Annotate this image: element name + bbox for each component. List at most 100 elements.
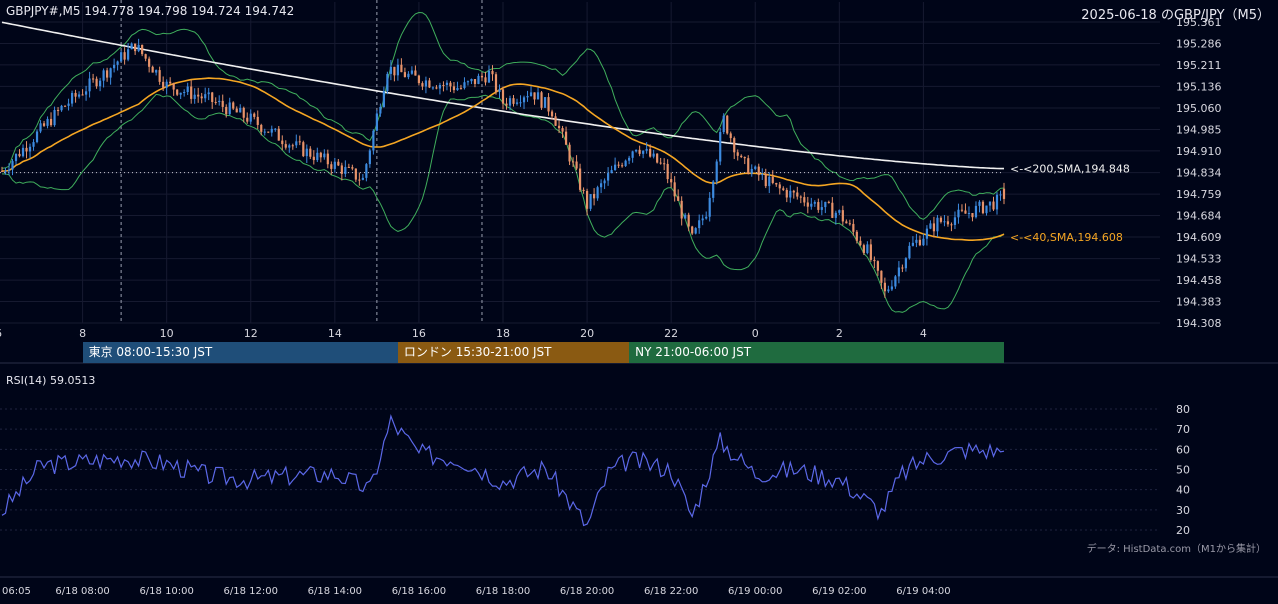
candle: [803, 192, 806, 207]
candle: [379, 103, 382, 117]
candle-body: [529, 92, 533, 97]
candle-body: [484, 77, 487, 83]
candle: [42, 120, 46, 127]
candle: [333, 157, 336, 173]
candle-body: [782, 188, 785, 190]
candle: [684, 212, 687, 219]
candle-body: [813, 202, 816, 204]
candle: [305, 144, 308, 164]
price-tick-label: 194.609: [1176, 231, 1222, 244]
session-block: NY 21:00-06:00 JST: [629, 342, 1004, 363]
candle: [4, 167, 7, 175]
candle: [666, 159, 669, 184]
candle-body: [81, 94, 84, 96]
candle: [771, 170, 774, 185]
candle: [424, 76, 428, 94]
hour-tick-label: 20: [580, 327, 594, 340]
candle-body: [673, 182, 676, 197]
candle-body: [274, 128, 277, 130]
candle-body: [305, 148, 308, 157]
candle: [607, 167, 610, 186]
sma200-label: <-<200,SMA,194.848: [1010, 163, 1130, 176]
candle-body: [796, 192, 799, 197]
candle: [887, 285, 890, 293]
candle: [582, 187, 585, 194]
candle-body: [999, 194, 1002, 196]
candle-body: [859, 240, 862, 246]
candle: [733, 136, 736, 160]
candle: [670, 172, 673, 188]
candle: [120, 50, 123, 62]
candle-body: [151, 66, 154, 73]
candle-body: [256, 116, 259, 125]
candle-body: [123, 52, 126, 60]
candle: [894, 274, 897, 289]
candle: [358, 172, 361, 186]
candle: [176, 89, 179, 97]
candle-body: [775, 182, 778, 185]
candle-body: [193, 94, 196, 99]
candle: [911, 236, 915, 247]
candle: [253, 112, 256, 120]
candle: [372, 129, 375, 155]
candle-body: [284, 144, 287, 148]
candle: [614, 157, 617, 171]
candle-body: [7, 169, 11, 171]
candle: [456, 81, 459, 91]
candle: [32, 139, 35, 151]
candle-body: [414, 70, 417, 76]
candle: [705, 211, 708, 220]
candle: [698, 214, 701, 234]
candle-body: [183, 91, 186, 93]
candle: [719, 128, 722, 166]
candle-body: [771, 176, 774, 183]
candle: [645, 142, 648, 154]
candle: [578, 163, 582, 192]
candle: [421, 81, 424, 91]
hour-tick-label: 18: [496, 327, 510, 340]
candle: [403, 67, 407, 78]
candle-body: [883, 282, 886, 292]
candle: [859, 236, 862, 247]
candle: [116, 60, 119, 71]
candle-body: [368, 150, 371, 165]
time-tick-label: 6/18 12:00: [224, 586, 278, 597]
candle: [445, 80, 449, 91]
candle-body: [992, 201, 995, 210]
candle: [337, 158, 340, 167]
candle: [368, 148, 371, 168]
candle-body: [550, 111, 554, 117]
candle-body: [49, 118, 53, 126]
candle-body: [232, 102, 235, 109]
candle: [950, 222, 953, 232]
candle: [708, 192, 711, 222]
candle: [21, 144, 25, 158]
candle: [817, 198, 820, 213]
candle-body: [715, 161, 718, 182]
hour-tick-label: 0: [752, 327, 759, 340]
candle: [137, 38, 140, 53]
candle-body: [757, 166, 760, 176]
candle-body: [141, 44, 144, 55]
candle: [256, 110, 259, 130]
session-block: ロンドン 15:30-21:00 JST: [397, 342, 630, 363]
candle-body: [624, 160, 627, 166]
candle-body: [554, 116, 557, 126]
candle-body: [267, 131, 270, 133]
candle: [953, 211, 957, 230]
candle-body: [582, 189, 585, 191]
candle-body: [887, 289, 890, 292]
price-tick-label: 194.533: [1176, 253, 1222, 266]
candle: [981, 200, 985, 215]
candle: [617, 161, 620, 168]
candle: [158, 66, 161, 85]
candle: [775, 182, 778, 187]
candle-body: [897, 267, 900, 277]
candle: [449, 80, 452, 92]
candle: [943, 215, 946, 227]
candle: [603, 178, 606, 190]
time-tick-label: 6/18 14:00: [308, 586, 362, 597]
candle-body: [88, 78, 91, 92]
candle-body: [575, 161, 578, 169]
